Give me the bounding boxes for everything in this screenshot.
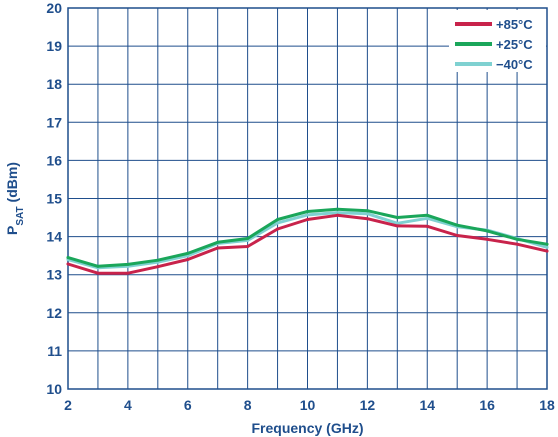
y-tick-label: 20 (46, 0, 62, 16)
data-point (425, 213, 429, 217)
legend-background (449, 10, 546, 72)
y-tick-label: 18 (46, 76, 62, 92)
data-point (246, 237, 250, 241)
y-tick-label: 14 (46, 229, 62, 245)
data-point (276, 227, 280, 231)
data-point (276, 217, 280, 221)
data-point (66, 262, 70, 266)
y-axis-title-main: P (4, 226, 20, 235)
y-tick-label: 15 (46, 191, 62, 207)
data-point (306, 213, 309, 217)
x-tick-label: 6 (184, 397, 192, 413)
y-tick-label: 17 (46, 114, 62, 130)
data-point (126, 262, 130, 266)
data-point (156, 265, 160, 269)
y-axis-title: PSAT (dBm) (4, 162, 26, 235)
data-point (246, 245, 250, 249)
data-point (216, 240, 220, 244)
legend-label: +25°C (496, 37, 533, 52)
data-point (545, 245, 549, 249)
data-point (515, 242, 519, 246)
y-axis-title-unit: (dBm) (4, 162, 20, 206)
data-point (485, 237, 489, 241)
data-point (276, 221, 280, 225)
y-tick-label: 16 (46, 152, 62, 168)
y-tick-label: 11 (47, 343, 62, 359)
x-tick-label: 12 (360, 397, 376, 413)
x-tick-label: 4 (124, 397, 132, 413)
y-tick-label: 19 (46, 38, 62, 54)
data-point (365, 212, 369, 216)
data-point (365, 217, 369, 221)
data-point (455, 233, 459, 237)
legend-label: +85°C (496, 17, 533, 32)
data-point (335, 211, 339, 215)
data-point (545, 249, 549, 253)
y-tick-label: 13 (46, 267, 62, 283)
legend-label: −40°C (496, 57, 533, 72)
plot-frame (67, 7, 548, 390)
data-point (96, 264, 100, 268)
data-point (425, 216, 429, 220)
data-point (335, 207, 339, 211)
y-tick-labels: 10 11 12 13 14 15 16 17 18 19 20 (46, 0, 62, 397)
x-tick-label: 18 (539, 397, 555, 413)
data-point (335, 213, 339, 217)
data-point (306, 217, 309, 221)
data-point (545, 242, 549, 246)
data-point (126, 271, 130, 275)
y-tick-label: 10 (46, 381, 62, 397)
x-axis-title: Frequency (GHz) (251, 420, 363, 436)
x-tick-label: 10 (300, 397, 316, 413)
x-tick-label: 16 (479, 397, 495, 413)
x-tick-labels: 2 4 6 8 10 12 14 16 18 (64, 397, 555, 413)
data-point (425, 224, 429, 228)
data-point (186, 251, 190, 255)
x-tick-label: 2 (64, 397, 72, 413)
data-point (395, 221, 399, 225)
data-point (186, 257, 190, 261)
data-point (306, 209, 309, 213)
data-point (365, 209, 369, 213)
series-layer (66, 207, 549, 275)
data-point (96, 271, 100, 275)
data-point (395, 224, 399, 228)
data-point (395, 216, 399, 220)
data-point (515, 237, 519, 241)
data-point (216, 246, 220, 250)
y-axis-title-sub: SAT (15, 206, 26, 225)
data-point (156, 258, 160, 262)
x-tick-label: 14 (419, 397, 435, 413)
x-tick-label: 8 (244, 397, 252, 413)
legend: +85°C +25°C −40°C (449, 10, 546, 72)
data-point (455, 223, 459, 227)
y-tick-label: 12 (46, 305, 62, 321)
data-point (485, 229, 489, 233)
data-point (66, 256, 70, 260)
